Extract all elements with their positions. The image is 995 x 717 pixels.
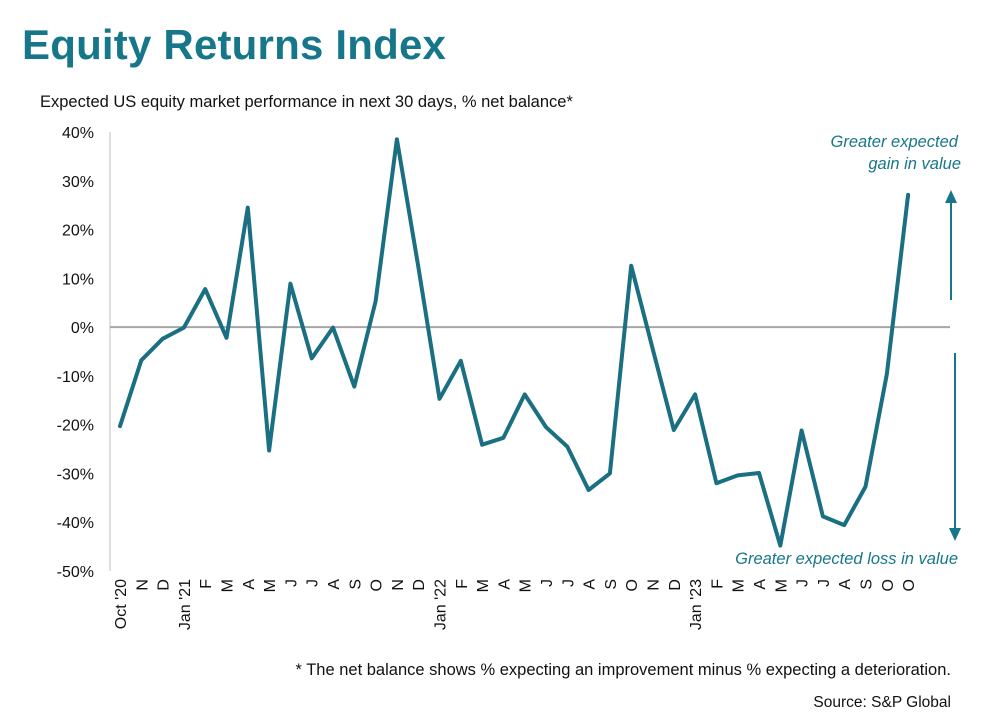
x-tick-label: N xyxy=(390,579,407,591)
loss-annotation-line-1: Greater expected loss in value xyxy=(735,550,958,568)
x-tick-label: A xyxy=(582,579,599,590)
x-tick-label: A xyxy=(752,579,769,590)
y-tick-label: 10% xyxy=(62,271,94,288)
x-tick-label: D xyxy=(667,579,684,591)
chart-subtitle: Expected US equity market performance in… xyxy=(40,93,573,111)
y-tick-label: -50% xyxy=(57,564,94,581)
footnote: * The net balance shows % expecting an i… xyxy=(295,661,951,679)
chart-title: Equity Returns Index xyxy=(22,21,447,68)
x-tick-label: Jan '22 xyxy=(433,579,450,630)
x-tick-label: A xyxy=(241,579,258,590)
y-tick-label: 20% xyxy=(62,223,94,240)
gain-annotation-line-1: Greater expected xyxy=(831,133,959,151)
series-line xyxy=(118,137,911,548)
x-axis-ticks: Oct '20 N D Jan '21 F M A M J J A S O N D Jan '22 F M A M J J… xyxy=(113,579,918,630)
x-tick-label: D xyxy=(411,579,428,591)
x-tick-label: A xyxy=(837,579,854,590)
x-tick-label: F xyxy=(454,579,471,589)
y-tick-label: -30% xyxy=(57,466,94,483)
x-tick-label: J xyxy=(795,579,812,587)
loss-annotation: Greater expected loss in value xyxy=(735,353,961,568)
x-tick-label: S xyxy=(859,579,876,590)
up-arrowhead-icon xyxy=(945,190,957,203)
x-tick-label: S xyxy=(347,579,364,590)
gain-annotation: Greater expected gain in value xyxy=(831,133,961,300)
x-tick-label: M xyxy=(518,579,535,592)
y-tick-label: 30% xyxy=(62,174,94,191)
x-tick-label: M xyxy=(475,579,492,592)
x-tick-label: J xyxy=(539,579,556,587)
x-tick-label: O xyxy=(901,579,918,591)
x-tick-label: Jan '23 xyxy=(688,579,705,630)
source-note: Source: S&P Global xyxy=(813,694,951,711)
x-tick-label: S xyxy=(603,579,620,590)
x-tick-label: N xyxy=(646,579,663,591)
x-tick-label: M xyxy=(731,579,748,592)
x-tick-label: O xyxy=(624,579,641,591)
y-axis-ticks: 40% 30% 20% 10% 0% -10% -20% -30% -40% -50% xyxy=(57,125,94,581)
x-tick-label: Jan '21 xyxy=(177,579,194,630)
x-tick-label: A xyxy=(326,579,343,590)
y-tick-label: 40% xyxy=(62,125,94,142)
y-tick-label: -10% xyxy=(57,369,94,386)
y-tick-label: 0% xyxy=(71,320,94,337)
x-tick-label: M xyxy=(262,579,279,592)
x-tick-label: Oct '20 xyxy=(113,579,130,629)
down-arrowhead-icon xyxy=(949,528,961,541)
x-tick-label: A xyxy=(496,579,513,590)
x-tick-label: D xyxy=(156,579,173,591)
x-tick-label: M xyxy=(220,579,237,592)
x-tick-label: M xyxy=(773,579,790,592)
y-tick-label: -20% xyxy=(57,418,94,435)
x-tick-label: J xyxy=(816,579,833,587)
y-tick-label: -40% xyxy=(57,515,94,532)
gain-annotation-line-2: gain in value xyxy=(868,155,961,173)
x-tick-label: J xyxy=(305,579,322,587)
x-tick-label: N xyxy=(134,579,151,591)
x-tick-label: O xyxy=(880,579,897,591)
x-tick-label: F xyxy=(709,579,726,589)
x-tick-label: O xyxy=(369,579,386,591)
x-tick-label: J xyxy=(560,579,577,587)
x-tick-label: F xyxy=(198,579,215,589)
x-tick-label: J xyxy=(283,579,300,587)
